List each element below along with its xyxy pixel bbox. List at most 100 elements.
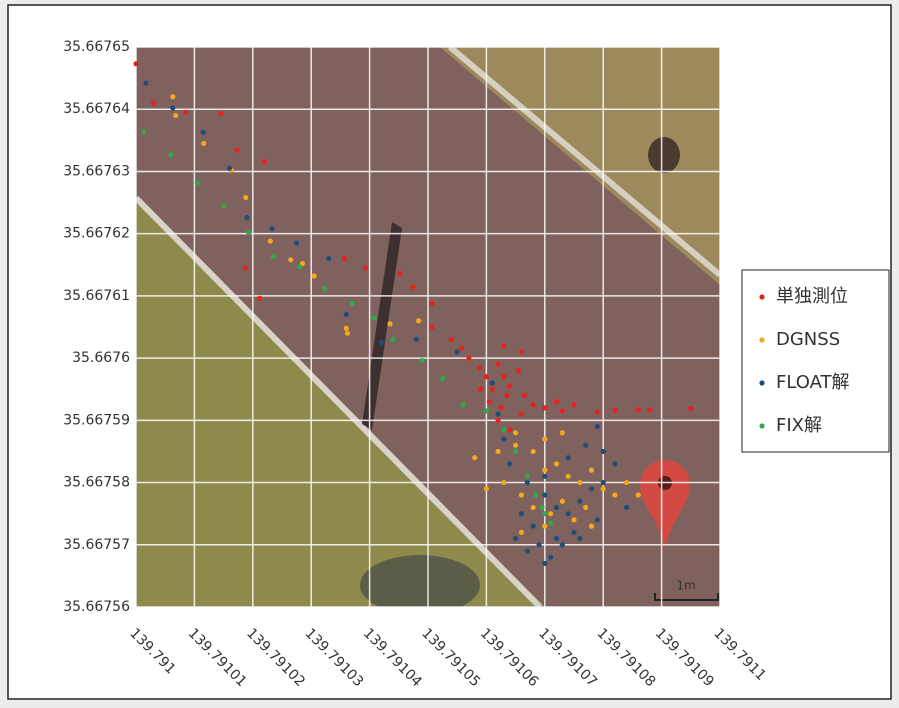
point	[234, 148, 239, 153]
point	[560, 430, 565, 435]
point	[257, 296, 262, 301]
y-tick-label: 35.66758	[63, 475, 130, 491]
point	[262, 159, 267, 164]
y-tick-label: 35.66759	[63, 412, 130, 428]
point	[246, 230, 251, 235]
point	[566, 474, 571, 479]
point	[410, 285, 415, 290]
point	[647, 407, 652, 412]
point	[525, 480, 530, 485]
point	[269, 226, 274, 231]
point	[466, 356, 471, 361]
point	[531, 524, 536, 529]
point	[542, 405, 547, 410]
point	[504, 393, 509, 398]
point	[612, 492, 617, 497]
point	[513, 536, 518, 541]
point	[168, 152, 173, 157]
y-tick-label: 35.66762	[63, 226, 130, 242]
point	[525, 548, 530, 553]
point	[589, 524, 594, 529]
y-tick-label: 35.6676	[72, 350, 130, 366]
point	[542, 468, 547, 473]
point	[429, 301, 434, 306]
point	[363, 265, 368, 270]
point	[519, 412, 524, 417]
point	[349, 301, 354, 306]
page: 1m 35.6675635.6675735.6675835.6675935.66…	[0, 0, 899, 708]
point	[490, 387, 495, 392]
point	[507, 427, 512, 432]
point	[495, 412, 500, 417]
point	[636, 407, 641, 412]
point	[487, 399, 492, 404]
point	[227, 166, 232, 171]
point	[183, 110, 188, 115]
point	[601, 480, 606, 485]
point	[542, 436, 547, 441]
point	[201, 141, 206, 146]
point	[519, 530, 524, 535]
point	[477, 365, 482, 370]
point	[133, 61, 138, 66]
point	[577, 536, 582, 541]
point	[429, 324, 434, 329]
point	[501, 480, 506, 485]
point	[397, 271, 402, 276]
point	[455, 349, 460, 354]
point	[151, 100, 156, 105]
point	[221, 203, 226, 208]
point	[519, 492, 524, 497]
legend-marker	[759, 294, 764, 299]
point	[513, 449, 518, 454]
point	[542, 492, 547, 497]
legend-marker	[759, 380, 764, 385]
point	[345, 331, 350, 336]
point	[566, 455, 571, 460]
point	[498, 405, 503, 410]
point	[531, 449, 536, 454]
point	[560, 499, 565, 504]
point	[390, 337, 395, 342]
scale-label: 1m	[676, 579, 695, 593]
point	[554, 461, 559, 466]
point	[554, 505, 559, 510]
point	[542, 561, 547, 566]
point	[560, 408, 565, 413]
point	[513, 443, 518, 448]
point	[548, 511, 553, 516]
point	[571, 402, 576, 407]
point	[294, 240, 299, 245]
point	[601, 449, 606, 454]
point	[688, 406, 693, 411]
point	[495, 449, 500, 454]
point	[414, 337, 419, 342]
point	[459, 346, 464, 351]
point	[490, 380, 495, 385]
point	[554, 536, 559, 541]
point	[624, 505, 629, 510]
point	[612, 461, 617, 466]
point	[472, 455, 477, 460]
point	[243, 265, 248, 270]
point	[595, 517, 600, 522]
point	[507, 384, 512, 389]
point	[542, 511, 547, 516]
point	[387, 321, 392, 326]
point	[601, 486, 606, 491]
legend-label: FLOAT解	[776, 372, 850, 393]
point	[297, 264, 302, 269]
point	[243, 195, 248, 200]
point	[577, 480, 582, 485]
point	[201, 130, 206, 135]
legend-marker	[759, 337, 764, 342]
point	[589, 468, 594, 473]
legend-label: DGNSS	[776, 329, 840, 350]
point	[548, 520, 553, 525]
point	[522, 393, 527, 398]
point	[195, 180, 200, 185]
y-tick-label: 35.66763	[63, 163, 130, 179]
y-tick-label: 35.66757	[63, 537, 130, 553]
point	[595, 410, 600, 415]
point	[170, 94, 175, 99]
